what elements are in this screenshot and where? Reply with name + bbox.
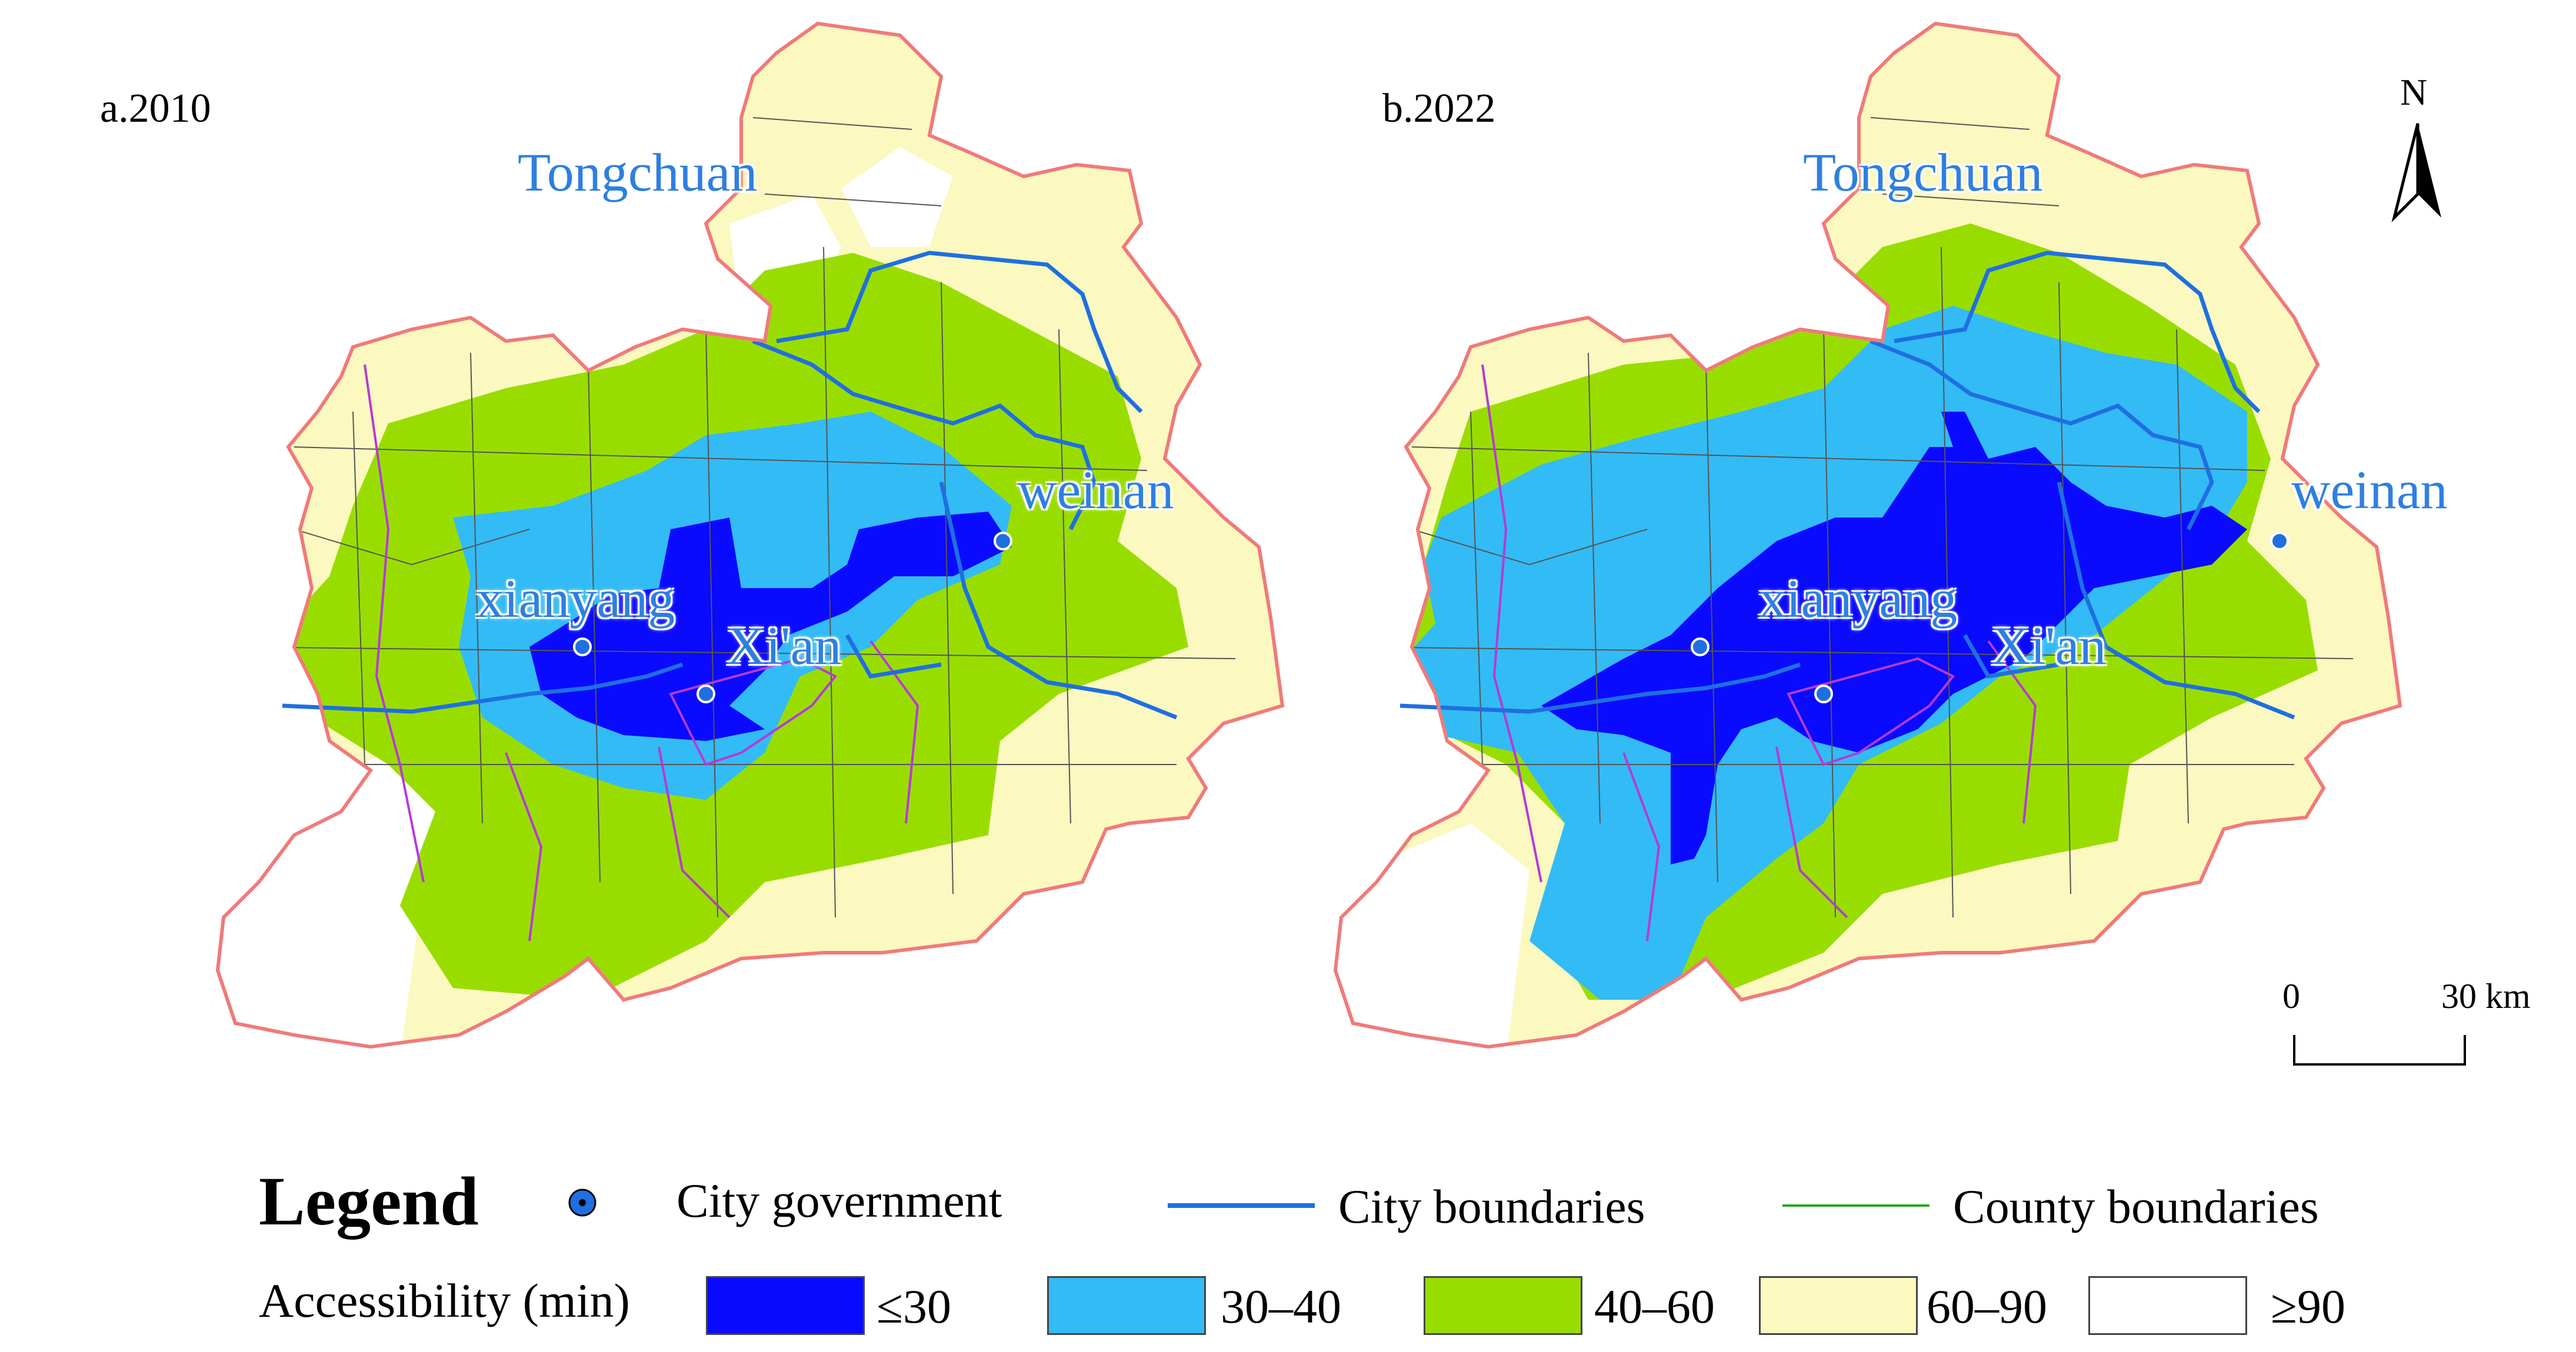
- legend-class-60-90-label: 60–90: [1927, 1280, 2047, 1333]
- city-label-weinan-b: weinan: [2291, 460, 2448, 520]
- legend-class-40-60-label: 40–60: [1594, 1280, 1715, 1333]
- map-panel-2010: [176, 24, 1282, 1059]
- scale-start-label: 0: [2282, 977, 2300, 1016]
- city-label-weinan-a: weinan: [1018, 460, 1174, 520]
- city-government-points-2022: [1691, 532, 2289, 703]
- north-label: N: [2400, 71, 2428, 113]
- map-panel-2022: [1294, 24, 2400, 1059]
- legend-city-government-icon: [568, 1189, 596, 1217]
- legend-county-boundaries-label: County boundaries: [1953, 1180, 2319, 1233]
- legend-class-30-40-label: 30–40: [1221, 1280, 1341, 1333]
- city-label-xianyang-a: xianyang: [476, 569, 675, 629]
- legend-class-le30-label: ≤30: [877, 1280, 952, 1333]
- legend-city-government-label: City government: [677, 1174, 1002, 1227]
- city-boundaries-2022: [1399, 251, 2295, 720]
- district-boundaries-2010: [364, 364, 919, 942]
- county-outlines-2022: [1352, 117, 2354, 918]
- county-outlines-2010: [235, 117, 1236, 918]
- city-label-xian-b: Xi'an: [1991, 616, 2107, 676]
- city-label-tongchuan-a: Tongchuan: [518, 142, 758, 202]
- city-label-tongchuan-b: Tongchuan: [1803, 142, 2043, 202]
- zone-le30-2010: [529, 512, 1012, 741]
- city-government-points-2010: [573, 532, 1012, 703]
- scale-bar: [2293, 1035, 2466, 1066]
- legend-swatch-30-40: [1047, 1276, 1206, 1335]
- legend-swatch-60-90: [1759, 1276, 1918, 1335]
- legend-class-ge90-label: ≥90: [2271, 1280, 2346, 1333]
- zone-ge90-sw-2022: [1335, 823, 1529, 1047]
- legend-swatch-ge90: [2088, 1276, 2247, 1335]
- panel-label-a: a.2010: [100, 86, 211, 131]
- scale-end-label: 30 km: [2441, 977, 2531, 1016]
- panel-label-b: b.2022: [1382, 86, 1496, 131]
- legend-title: Legend: [259, 1163, 479, 1240]
- legend-swatch-le30: [706, 1276, 865, 1335]
- zone-le30-2022: [1541, 412, 2247, 864]
- north-arrow-icon: [2391, 123, 2441, 223]
- district-boundaries-2022: [1481, 364, 2037, 942]
- legend-accessibility-title: Accessibility (min): [259, 1274, 630, 1327]
- city-label-xianyang-b: xianyang: [1759, 569, 1958, 629]
- legend-swatch-40-60: [1424, 1276, 1582, 1335]
- zone-ge90-north2: [841, 147, 953, 247]
- legend-city-boundaries-label: City boundaries: [1338, 1180, 1645, 1233]
- city-label-xian-a: Xi'an: [727, 616, 842, 676]
- city-boundaries-2010: [282, 251, 1178, 720]
